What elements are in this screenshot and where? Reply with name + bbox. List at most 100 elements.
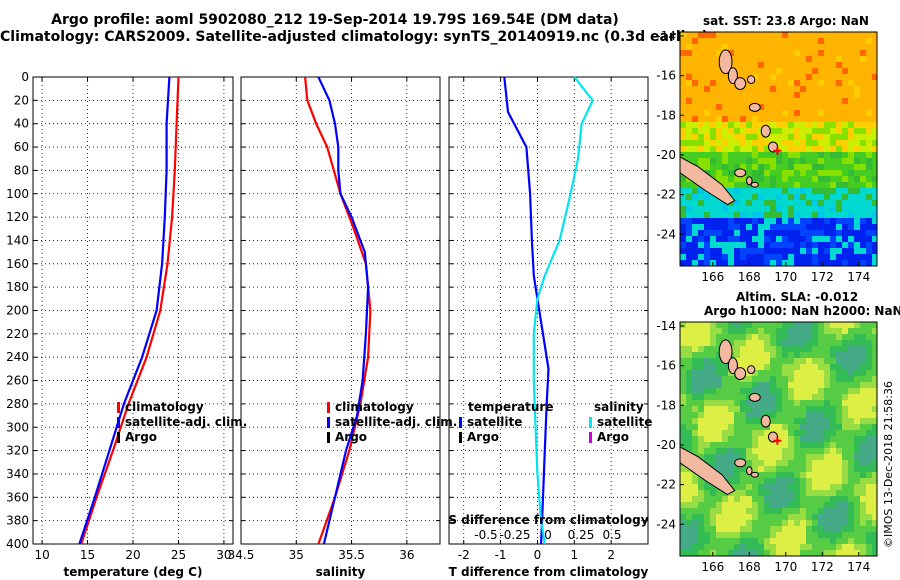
depth-tick-label: 240 [6,350,29,364]
depth-tick-label: 400 [6,537,29,551]
difference-panel-x-tick-label: -1 [495,548,507,562]
sst-map-frame [679,31,878,267]
sla-map-y-tick-label: -20 [656,438,676,452]
salinity-panel-x-tick-label: 34.5 [228,548,255,562]
difference-panel-x-tick-label: 2 [607,548,615,562]
sla-map-x-tick-label: 166 [701,560,724,574]
island-land [746,466,753,476]
legend-swatch [327,402,330,413]
sst-map-y-tick-label: -18 [656,108,676,122]
island-land [746,365,756,375]
island-land [718,49,733,75]
salinity-panel-x-tick-label: 36 [399,548,414,562]
temperature-panel-xlabel: temperature (deg C) [64,565,203,579]
depth-tick-label: 100 [6,187,29,201]
depth-tick-label: 280 [6,397,29,411]
island-land [760,414,771,428]
difference-panel-frame [448,76,649,545]
sst-map-y-tick-label: -24 [656,227,676,241]
sla-map-frame [679,321,878,557]
series-line-s-satellite [532,76,594,545]
legend-swatch [327,417,330,428]
diff-top-tick-label: -0.25 [499,528,530,542]
legend-swatch [117,417,120,428]
island-land [734,458,747,468]
island-land [718,339,733,365]
depth-tick-label: 180 [6,280,29,294]
temperature-panel-x-tick-label: 15 [80,548,95,562]
depth-tick-label: 40 [14,117,29,131]
temperature-panel-legend-label: climatology [125,400,204,414]
salinity-panel-legend-label: climatology [335,400,414,414]
island-land [746,176,753,186]
diff-top-tick-label: 0.5 [602,528,621,542]
depth-tick-label: 80 [14,163,29,177]
depth-tick-label: 200 [6,304,29,318]
diff-legend-header-salinity: salinity [594,400,644,414]
series-line-satellite-adj-clim- [317,76,370,545]
sla-map-title-1: Altim. SLA: -0.012 [736,290,859,304]
diff-top-tick-label: 0 [544,528,552,542]
temperature-panel-x-tick-label: 10 [34,548,49,562]
island-land [734,77,747,91]
sst-map-title: sat. SST: 23.8 Argo: NaN [703,14,869,28]
salinity-panel-legend-label: satellite-adj. clim. [335,415,457,429]
sla-map-y-tick-label: -14 [656,319,676,333]
sst-map-y-tick-label: -16 [656,69,676,83]
difference-panel-x-tick-label: -2 [458,548,470,562]
island-land [734,168,747,178]
depth-tick-label: 140 [6,233,29,247]
climatology-title: Climatology: CARS2009. Satellite-adjuste… [0,29,709,45]
argo-location-marker [773,146,782,155]
legend-swatch [459,432,462,443]
island-land [734,367,747,381]
island-land [750,181,759,188]
sla-map-title-2: Argo h1000: NaN h2000: NaN [704,304,900,318]
diff-legend-label: satellite [467,415,522,429]
temperature-panel-legend-label: satellite-adj. clim. [125,415,247,429]
temperature-panel-x-tick-label: 25 [171,548,186,562]
diff-legend-header-temperature: temperature [468,400,553,414]
island-land [727,357,738,375]
salinity-panel-x-tick-label: 35 [289,548,304,562]
island-land [748,392,761,402]
sst-map-x-tick-label: 168 [738,270,761,284]
depth-tick-label: 320 [6,444,29,458]
sst-map-x-tick-label: 170 [774,270,797,284]
sla-map-y-tick-label: -24 [656,517,676,531]
sla-map-x-tick-label: 170 [774,560,797,574]
sla-map [679,321,878,557]
island-land [748,102,761,112]
diff-legend-label: Argo [597,430,629,444]
legend-swatch [327,432,330,443]
depth-tick-label: 60 [14,140,29,154]
depth-tick-label: 360 [6,490,29,504]
sst-map-y-tick-label: -20 [656,148,676,162]
island-land [750,471,759,478]
difference-panel-x-tick-label: 0 [534,548,542,562]
sla-map-x-tick-label: 174 [847,560,870,574]
salinity-panel-xlabel: salinity [316,565,366,579]
new-caledonia-land [680,156,736,206]
legend-swatch [117,402,120,413]
diff-legend-label: satellite [597,415,652,429]
legend-swatch [459,417,462,428]
depth-tick-label: 0 [21,70,29,84]
island-land [760,124,771,138]
diff-top-xlabel: S difference from climatology [448,513,648,527]
temperature-panel-x-tick-label: 30 [216,548,231,562]
sst-map-x-tick-label: 166 [701,270,724,284]
depth-tick-label: 260 [6,374,29,388]
temperature-panel-legend-label: Argo [125,430,157,444]
sst-map-x-tick-label: 172 [811,270,834,284]
depth-tick-label: 160 [6,257,29,271]
sst-map [679,31,878,267]
salinity-panel-x-tick-label: 35.5 [338,548,365,562]
difference-panel-xlabel: T difference from climatology [449,565,649,579]
sst-map-y-tick-label: -14 [656,29,676,43]
island-land [746,75,756,85]
depth-tick-label: 220 [6,327,29,341]
diff-top-tick-label: 0.25 [568,528,595,542]
sla-map-field [680,322,877,556]
sla-map-y-tick-label: -16 [656,359,676,373]
